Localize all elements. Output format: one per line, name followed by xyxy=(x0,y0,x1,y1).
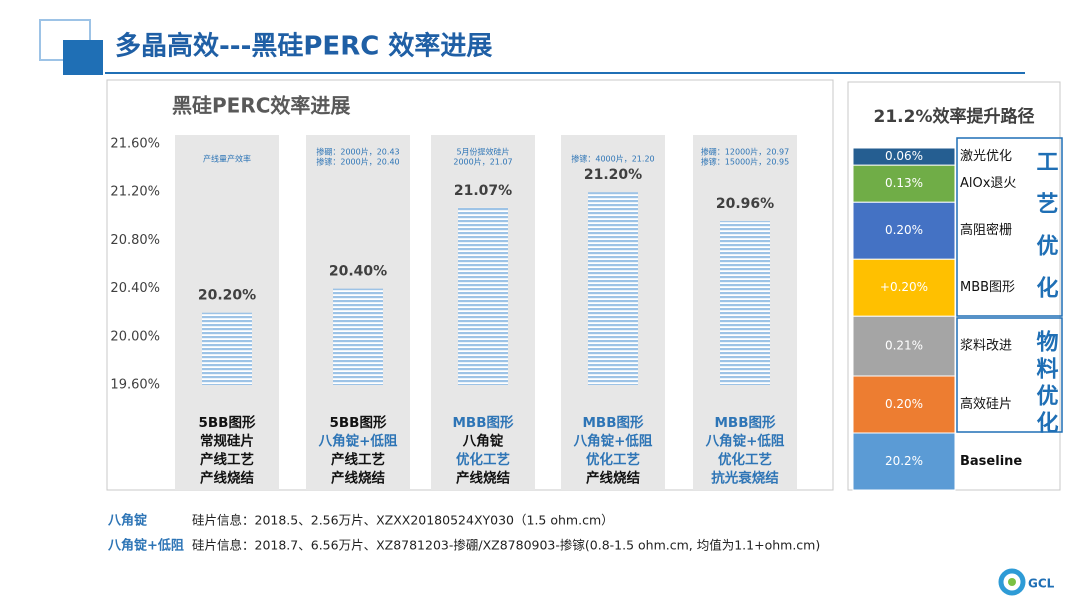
x-tick-label: MBB图形 xyxy=(714,415,776,431)
y-tick-label: 20.40% xyxy=(110,281,160,296)
value-label: 20.40% xyxy=(329,264,387,280)
value-label: 20.96% xyxy=(716,196,774,212)
x-tick-label: 常规硅片 xyxy=(200,433,254,450)
x-tick-label: 优化工艺 xyxy=(456,451,510,468)
x-tick-label: 抗光衰烧结 xyxy=(711,470,779,487)
bar-annotation: 掺硼：2000片，20.43 xyxy=(316,147,399,157)
group-box xyxy=(956,317,1063,433)
note-label: 八角锭 xyxy=(107,513,147,529)
column-panel xyxy=(175,135,279,490)
segment-label: 0.20% xyxy=(885,397,923,411)
bar-annotation: 5月份提效硅片 xyxy=(456,147,509,157)
header-deco xyxy=(63,40,103,75)
value-label: 21.07% xyxy=(454,183,512,199)
bar xyxy=(458,207,508,385)
slide-title: 多晶高效---黑硅PERC 效率进展 xyxy=(115,31,492,62)
x-tick-label: 优化工艺 xyxy=(718,451,772,468)
segment-name: Baseline xyxy=(960,454,1022,469)
note-label: 八角锭+低阻 xyxy=(107,538,184,554)
bar xyxy=(588,192,638,385)
stack-segment xyxy=(852,147,956,166)
x-tick-label: 产线烧结 xyxy=(331,470,385,487)
logo-text: GCL xyxy=(1028,577,1055,591)
group-label: 工艺优化 xyxy=(1033,150,1059,318)
stack-segment xyxy=(852,375,956,434)
stack-segment xyxy=(852,432,956,491)
x-tick-label: 5BB图形 xyxy=(199,415,256,431)
stack-segment xyxy=(852,164,956,203)
bar-annotation: 产线量产效率 xyxy=(203,154,251,164)
bar xyxy=(333,288,383,385)
bar-annotation: 掺镓：2000片，20.40 xyxy=(316,157,399,167)
bar xyxy=(202,312,252,385)
chart-title: 21.2%效率提升路径 xyxy=(874,106,1035,127)
chart-title: 黑硅PERC效率进展 xyxy=(172,94,350,118)
segment-label: 0.21% xyxy=(885,339,923,353)
x-tick-label: 产线烧结 xyxy=(200,470,254,487)
segment-name: 浆料改进 xyxy=(960,339,1012,354)
x-tick-label: 优化工艺 xyxy=(586,451,640,468)
stack-segment xyxy=(852,315,956,377)
x-tick-label: 八角锭+低阻 xyxy=(573,433,653,450)
segment-label: 0.20% xyxy=(885,223,923,237)
logo-mark xyxy=(998,568,1026,596)
x-tick-label: 八角锭+低阻 xyxy=(318,433,398,450)
segment-name: 高效硅片 xyxy=(960,396,1012,412)
segment-label: 20.2% xyxy=(885,454,923,468)
x-tick-label: 产线烧结 xyxy=(456,470,510,487)
x-tick-label: 八角锭 xyxy=(462,433,504,450)
note-text: 硅片信息：2018.7、6.56万片、XZ8781203-掺硼/XZ878090… xyxy=(192,538,820,553)
bar xyxy=(720,221,770,385)
group-label: 物料优化 xyxy=(1033,329,1059,438)
y-tick-label: 20.00% xyxy=(110,329,160,344)
y-tick-label: 19.60% xyxy=(110,378,160,393)
bar-annotation: 掺镓：15000片，20.95 xyxy=(701,157,789,167)
stack-segment xyxy=(852,201,956,260)
x-tick-label: 产线工艺 xyxy=(200,451,254,468)
note-text: 硅片信息：2018.5、2.56万片、XZXX20180524XY030（1.5… xyxy=(192,513,614,528)
y-tick-label: 21.20% xyxy=(110,185,160,200)
segment-label: +0.20% xyxy=(880,280,928,294)
bar-annotation: 掺镓：4000片，21.20 xyxy=(571,154,654,164)
chart-layer: 19.60% 20.00% 20.40% 20.80% 21.20% 21.60% 20.2… xyxy=(107,135,1063,596)
value-label: 20.20% xyxy=(198,288,256,304)
segment-name: 高阻密栅 xyxy=(960,222,1012,238)
y-tick-label: 21.60% xyxy=(110,137,160,152)
stack-segment xyxy=(852,258,956,317)
segment-name: MBB图形 xyxy=(960,280,1015,295)
x-tick-label: 八角锭+低阻 xyxy=(705,433,785,450)
value-label: 21.20% xyxy=(584,167,642,183)
segment-name: AlOx退火 xyxy=(960,176,1016,191)
y-tick-label: 20.80% xyxy=(110,233,160,248)
x-tick-label: MBB图形 xyxy=(452,415,514,431)
segment-label: 0.13% xyxy=(885,176,923,190)
x-tick-label: 产线工艺 xyxy=(331,451,385,468)
group-box xyxy=(956,137,1063,317)
segment-label: 0.06% xyxy=(885,149,923,163)
bar-annotation: 掺硼：12000片，20.97 xyxy=(701,147,789,157)
x-tick-label: 产线烧结 xyxy=(586,470,640,487)
segment-name: 激光优化 xyxy=(960,149,1012,164)
logo-mark xyxy=(1008,578,1016,586)
bar-annotation: 2000片，21.07 xyxy=(453,157,512,167)
x-tick-label: 5BB图形 xyxy=(330,415,387,431)
x-tick-label: MBB图形 xyxy=(582,415,644,431)
